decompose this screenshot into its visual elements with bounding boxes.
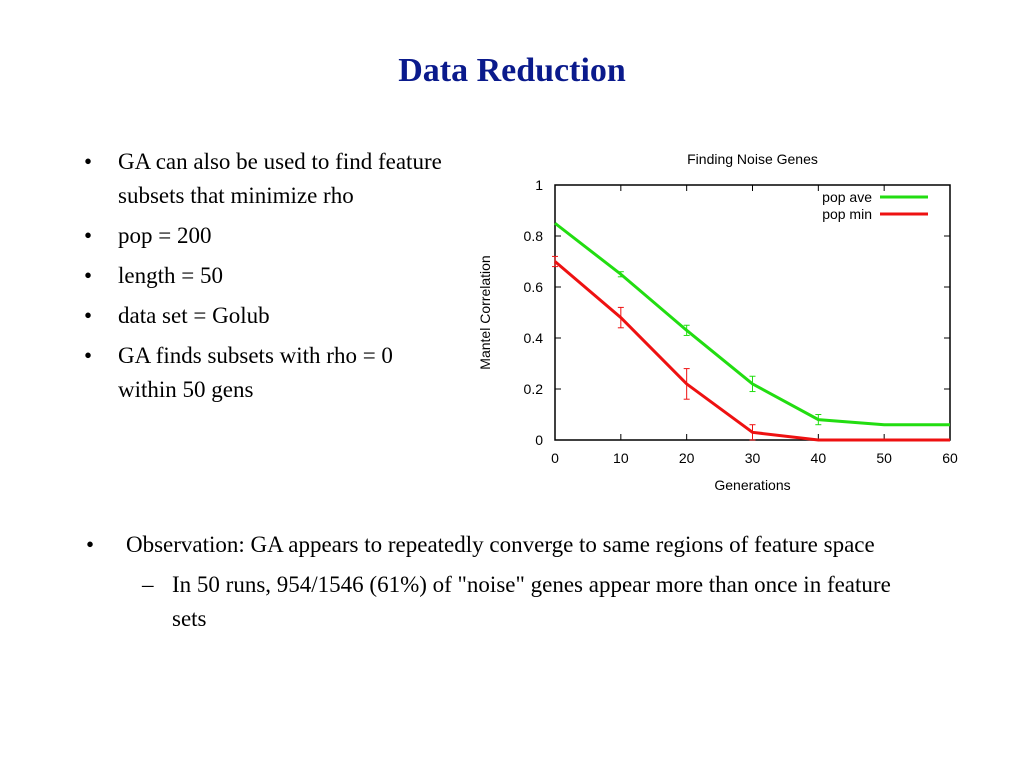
bullet-dot: • — [84, 223, 93, 248]
x-tick-label: 40 — [811, 450, 827, 466]
bullet-item: • length = 50 — [80, 259, 450, 293]
y-tick-label: 0 — [535, 432, 543, 448]
bullet-text: pop = 200 — [118, 223, 212, 248]
series-line-0 — [554, 222, 950, 427]
x-tick-label: 50 — [876, 450, 892, 466]
bullet-text: GA finds subsets with rho = 0 within 50 … — [118, 343, 393, 402]
bullet-text: data set = Golub — [118, 303, 270, 328]
y-tick-label: 0.6 — [524, 279, 544, 295]
bullet-list: • GA can also be used to find feature sub… — [80, 145, 450, 413]
bullet-text: length = 50 — [118, 263, 223, 288]
observation-text: Observation: GA appears to repeatedly co… — [126, 532, 875, 557]
y-tick-label: 0.2 — [524, 381, 544, 397]
legend-label: pop min — [822, 206, 872, 222]
chart-title: Finding Noise Genes — [687, 151, 818, 167]
bullet-text: GA can also be used to find feature subs… — [118, 149, 442, 208]
x-axis-label: Generations — [714, 477, 790, 493]
bullet-dot: • — [84, 149, 93, 174]
noise-genes-chart: Finding Noise Genes 0 10 20 30 40 50 60 0 0.2 0.4 0… — [477, 151, 958, 493]
observation-bullet: • Observation: GA appears to repeatedly c… — [86, 528, 926, 562]
bullet-item: • GA can also be used to find feature sub… — [80, 145, 450, 213]
bullet-dot: • — [86, 532, 95, 557]
bullet-dot: • — [84, 303, 93, 328]
bullet-dot: • — [84, 343, 93, 368]
y-tick-label: 0.4 — [524, 330, 544, 346]
dash-marker: – — [142, 572, 154, 597]
series-line-1 — [554, 260, 950, 442]
slide-title: Data Reduction — [398, 52, 626, 89]
bullet-dot: • — [84, 263, 93, 288]
y-tick-label: 1 — [535, 177, 543, 193]
y-axis-label: Mantel Correlation — [477, 255, 493, 369]
x-tick-label: 0 — [551, 450, 559, 466]
bullet-item: • data set = Golub — [80, 299, 450, 333]
bullet-item: • pop = 200 — [80, 219, 450, 253]
x-tick-label: 30 — [745, 450, 761, 466]
x-tick-label: 60 — [942, 450, 958, 466]
observation-sub-bullet: – In 50 runs, 954/1546 (61%) of "noise" g… — [86, 568, 926, 636]
bullet-item: • GA finds subsets with rho = 0 within 50… — [80, 339, 450, 407]
x-tick-label: 20 — [679, 450, 695, 466]
x-tick-label: 10 — [613, 450, 629, 466]
y-tick-label: 0.8 — [524, 228, 544, 244]
observation-block: • Observation: GA appears to repeatedly c… — [86, 528, 926, 636]
observation-sub-text: In 50 runs, 954/1546 (61%) of "noise" ge… — [172, 572, 891, 631]
legend-label: pop ave — [822, 189, 872, 205]
